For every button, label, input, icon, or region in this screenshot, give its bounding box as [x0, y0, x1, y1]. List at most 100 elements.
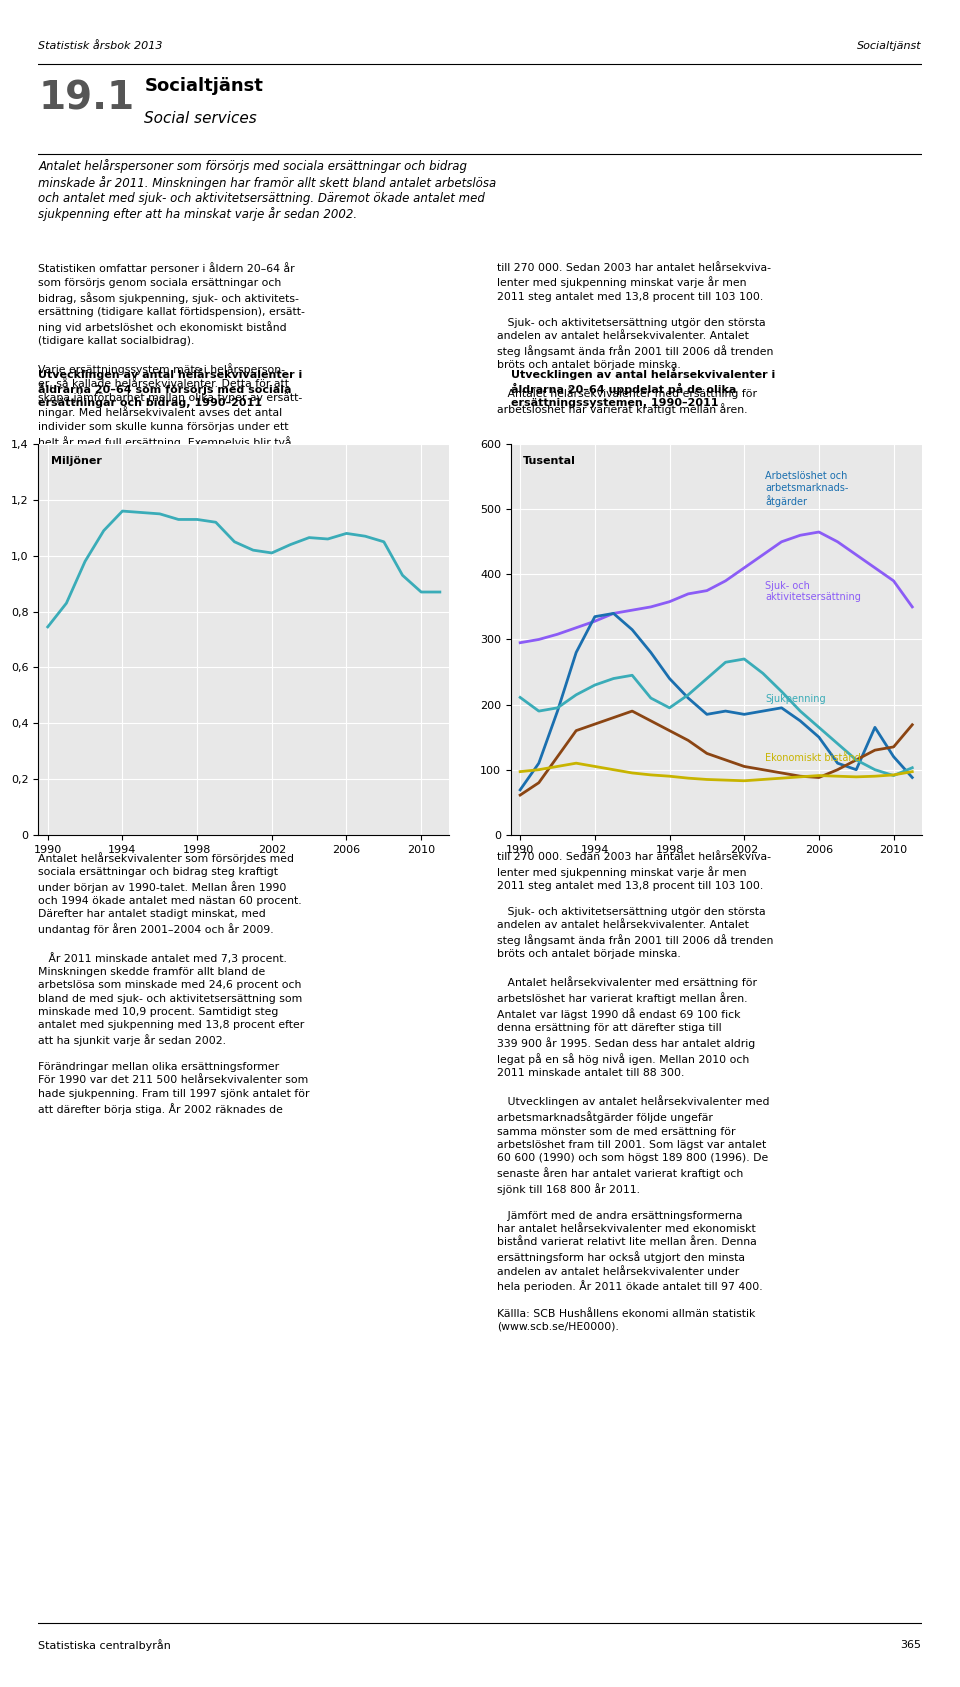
Arbetslöshet: [683, 688, 694, 709]
Ekonomiskt bistånd: [645, 764, 657, 784]
Arbetslöshet: [795, 710, 806, 730]
Arbetslöshet: [589, 607, 601, 628]
Arbetsmarknads-
åtgärder: [831, 759, 843, 779]
Sjuk- och
aktivitetsersättning: [757, 545, 769, 565]
Sjuk- och
aktivitetsersättning: [552, 624, 564, 644]
Sjukpenning: [683, 685, 694, 705]
Sjuk- och
aktivitetsersättning: [906, 597, 918, 617]
Sjukpenning: [701, 668, 712, 688]
Ekonomiskt bistånd: [776, 768, 787, 788]
Sjukpenning: [533, 702, 544, 722]
Text: till 270 000. Sedan 2003 har antalet helårsekviva-
lenter med sjukpenning minska: till 270 000. Sedan 2003 har antalet hel…: [497, 263, 774, 415]
Sjukpenning: [738, 649, 750, 670]
Text: 19.1: 19.1: [38, 79, 134, 118]
Sjukpenning: [813, 717, 825, 737]
Sjuk- och
aktivitetsersättning: [533, 629, 544, 649]
Sjukpenning: [906, 757, 918, 778]
Text: till 270 000. Sedan 2003 har antalet helårsekviva-
lenter med sjukpenning minska: till 270 000. Sedan 2003 har antalet hel…: [497, 852, 774, 1333]
Arbetsmarknads-
åtgärder: [888, 737, 900, 757]
Ekonomiskt bistånd: [701, 769, 712, 790]
Sjuk- och
aktivitetsersättning: [701, 580, 712, 601]
Line: Arbetslöshet: Arbetslöshet: [520, 614, 912, 790]
Ekonomiskt bistånd: [627, 763, 638, 783]
Arbetslöshet: [627, 619, 638, 639]
Arbetslöshet: [757, 702, 769, 722]
Arbetslöshet: [776, 698, 787, 719]
Text: Social services: Social services: [144, 111, 257, 127]
Ekonomiskt bistånd: [831, 766, 843, 786]
Sjukpenning: [720, 653, 732, 673]
Sjuk- och
aktivitetsersättning: [683, 584, 694, 604]
Text: Statistiken omfattar personer i åldern 20–64 år
som försörjs genom sociala ersät: Statistiken omfattar personer i åldern 2…: [38, 263, 305, 476]
Ekonomiskt bistånd: [906, 761, 918, 781]
Arbetsmarknads-
åtgärder: [683, 730, 694, 751]
Text: Arbetslöshet och
arbetsmarknads-
åtgärder: Arbetslöshet och arbetsmarknads- åtgärde…: [765, 471, 849, 506]
Sjuk- och
aktivitetsersättning: [720, 570, 732, 590]
Sjuk- och
aktivitetsersättning: [589, 611, 601, 631]
Ekonomiskt bistånd: [683, 768, 694, 788]
Ekonomiskt bistånd: [663, 766, 675, 786]
Text: Antalet helårspersoner som försörjs med sociala ersättningar och bidrag
minskade: Antalet helårspersoner som försörjs med …: [38, 159, 496, 221]
Ekonomiskt bistånd: [533, 759, 544, 779]
Ekonomiskt bistånd: [888, 764, 900, 784]
Line: Sjukpenning: Sjukpenning: [520, 660, 912, 776]
Ekonomiskt bistånd: [795, 766, 806, 786]
Sjukpenning: [589, 675, 601, 695]
Arbetsmarknads-
åtgärder: [701, 744, 712, 764]
Arbetslöshet: [701, 703, 712, 724]
Sjuk- och
aktivitetsersättning: [831, 531, 843, 552]
Text: 365: 365: [900, 1640, 922, 1650]
Arbetsmarknads-
åtgärder: [589, 714, 601, 734]
Sjukpenning: [552, 698, 564, 719]
Sjukpenning: [757, 663, 769, 683]
Ekonomiskt bistånd: [608, 759, 619, 779]
Arbetsmarknads-
åtgärder: [663, 720, 675, 741]
Arbetsmarknads-
åtgärder: [813, 768, 825, 788]
Arbetslöshet: [515, 779, 526, 800]
Sjuk- och
aktivitetsersättning: [627, 601, 638, 621]
Text: Socialtjänst: Socialtjänst: [144, 78, 263, 94]
Sjuk- och
aktivitetsersättning: [515, 633, 526, 653]
Sjuk- och
aktivitetsersättning: [663, 592, 675, 612]
Sjukpenning: [776, 682, 787, 702]
Arbetslöshet: [869, 717, 880, 737]
Ekonomiskt bistånd: [851, 766, 862, 786]
Ekonomiskt bistånd: [869, 766, 880, 786]
Arbetslöshet: [813, 727, 825, 747]
Sjuk- och
aktivitetsersättning: [776, 531, 787, 552]
Text: Utvecklingen av antal helårsekvivalenter i
åldrarna 20–64 som försörjs med socia: Utvecklingen av antal helårsekvivalenter…: [38, 368, 302, 408]
Ekonomiskt bistånd: [570, 752, 582, 773]
Arbetslöshet: [831, 752, 843, 773]
Sjuk- och
aktivitetsersättning: [795, 525, 806, 545]
Sjukpenning: [851, 749, 862, 769]
Arbetslöshet: [533, 752, 544, 773]
Sjukpenning: [627, 665, 638, 685]
Arbetsmarknads-
åtgärder: [515, 784, 526, 805]
Arbetsmarknads-
åtgärder: [851, 749, 862, 769]
Arbetsmarknads-
åtgärder: [795, 766, 806, 786]
Text: Socialtjänst: Socialtjänst: [857, 40, 922, 51]
Ekonomiskt bistånd: [515, 761, 526, 781]
Arbetsmarknads-
åtgärder: [552, 747, 564, 768]
Arbetsmarknads-
åtgärder: [757, 759, 769, 779]
Text: Tusental: Tusental: [523, 455, 576, 466]
Arbetsmarknads-
åtgärder: [645, 710, 657, 730]
Arbetslöshet: [645, 643, 657, 663]
Arbetslöshet: [720, 702, 732, 722]
Line: Ekonomiskt bistånd: Ekonomiskt bistånd: [520, 763, 912, 781]
Arbetslöshet: [888, 747, 900, 768]
Sjukpenning: [608, 668, 619, 688]
Line: Sjuk- och
aktivitetsersättning: Sjuk- och aktivitetsersättning: [520, 531, 912, 643]
Sjukpenning: [515, 687, 526, 707]
Sjuk- och
aktivitetsersättning: [608, 604, 619, 624]
Ekonomiskt bistånd: [552, 756, 564, 776]
Text: Statistisk årsbok 2013: Statistisk årsbok 2013: [38, 40, 163, 51]
Sjukpenning: [663, 698, 675, 719]
Sjuk- och
aktivitetsersättning: [869, 558, 880, 579]
Arbetslöshet: [851, 759, 862, 779]
Ekonomiskt bistånd: [720, 769, 732, 790]
Sjuk- och
aktivitetsersättning: [888, 570, 900, 590]
Text: Statistiska centralbyrån: Statistiska centralbyrån: [38, 1640, 171, 1652]
Text: Ekonomiskt bistånd: Ekonomiskt bistånd: [765, 752, 861, 763]
Arbetsmarknads-
åtgärder: [738, 756, 750, 776]
